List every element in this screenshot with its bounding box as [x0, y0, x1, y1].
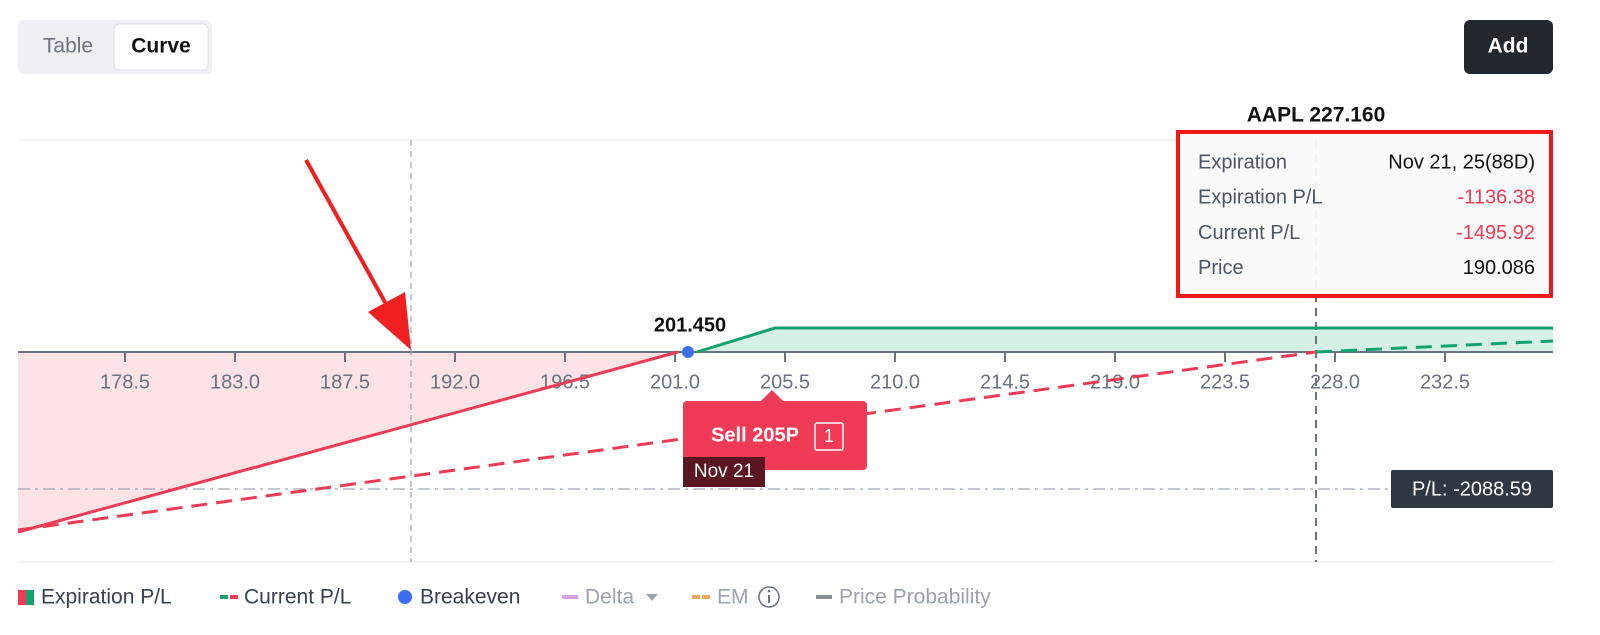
quantity-box	[814, 422, 844, 451]
x-tick-label: 205.5	[760, 371, 810, 393]
toggle-option[interactable]: Table	[43, 35, 93, 58]
add-button[interactable]	[1464, 20, 1553, 74]
tooltip	[1176, 130, 1553, 298]
date-tag	[683, 457, 765, 487]
tooltip-value: -1495.92	[1456, 222, 1535, 244]
info-icon-stem	[768, 595, 770, 603]
expiration-pl-line	[696, 326, 1553, 354]
add-button-label[interactable]: Add	[1488, 35, 1529, 58]
info-icon-dot	[767, 589, 771, 593]
order-tag[interactable]	[683, 401, 867, 470]
info-icon[interactable]	[758, 586, 780, 608]
x-tick-label: 178.5	[100, 371, 150, 393]
tooltip-key: Expiration P/L	[1198, 187, 1323, 209]
legend: Expiration P/L Current P/L Breakeven Del…	[18, 586, 991, 609]
tag-notch	[760, 390, 784, 402]
order-date: Nov 21	[694, 461, 754, 482]
current-pl-line	[1315, 339, 1554, 354]
legend-label[interactable]: EM	[717, 586, 749, 609]
tooltip-value: -1136.38	[1458, 187, 1535, 209]
tooltip-key: Expiration	[1198, 151, 1287, 173]
breakeven-label: 201.450	[654, 314, 726, 336]
legend-icon	[562, 595, 578, 599]
legend-label[interactable]: Price Probability	[839, 586, 991, 609]
legend-icon	[230, 595, 238, 599]
x-tick-label: 214.5	[980, 371, 1030, 393]
toggle-active[interactable]	[113, 23, 209, 71]
legend-label[interactable]: Current P/L	[244, 586, 351, 609]
toggle-option[interactable]: Curve	[131, 35, 191, 58]
pl-label: P/L: -2088.59	[1412, 478, 1532, 500]
x-tick-label: 228.0	[1310, 371, 1360, 393]
legend-icon	[692, 595, 700, 599]
ticker-label: AAPL 227.160	[1247, 104, 1386, 127]
tooltip-key: Price	[1198, 257, 1244, 279]
tooltip-rows: Expiration Nov 21, 25(88D) Expiration P/L -…	[1198, 151, 1535, 279]
order-quantity: 1	[824, 426, 834, 446]
order-action: Sell 205P	[711, 424, 799, 446]
x-tick-label: 201.0	[650, 371, 700, 393]
breakeven-dot	[682, 346, 694, 358]
legend-icon	[18, 590, 26, 605]
legend-label[interactable]: Expiration P/L	[41, 586, 172, 609]
legend-label[interactable]: Breakeven	[420, 586, 520, 609]
annotation-arrow	[304, 159, 398, 323]
tooltip-value: Nov 21, 25(88D)	[1388, 151, 1535, 173]
x-tick-label: 219.0	[1090, 371, 1140, 393]
legend-icon	[398, 590, 412, 604]
profit-area	[697, 328, 1553, 352]
tooltip-value: 190.086	[1463, 257, 1535, 279]
expiration-pl-line	[17, 350, 679, 534]
annotation-arrowhead	[368, 292, 411, 350]
current-pl-line	[17, 350, 1317, 532]
x-tick-label: 183.0	[210, 371, 260, 393]
legend-label[interactable]: Delta	[585, 586, 634, 609]
legend-icon	[816, 595, 832, 599]
legend-icon	[702, 595, 710, 599]
legend-icon	[26, 590, 34, 605]
pl-badge	[1391, 470, 1553, 508]
x-tick-label: 223.5	[1200, 371, 1250, 393]
x-tick-label: 232.5	[1420, 371, 1470, 393]
tooltip-key: Current P/L	[1198, 222, 1300, 244]
legend-icon	[220, 595, 228, 599]
x-axis: 178.5183.0187.5192.0196.5201.0205.5210.0…	[100, 352, 1470, 393]
x-tick-label: 210.0	[870, 371, 920, 393]
x-tick-label: 187.5	[320, 371, 370, 393]
dropdown-caret[interactable]	[646, 594, 658, 601]
x-tick-label: 192.0	[430, 371, 480, 393]
